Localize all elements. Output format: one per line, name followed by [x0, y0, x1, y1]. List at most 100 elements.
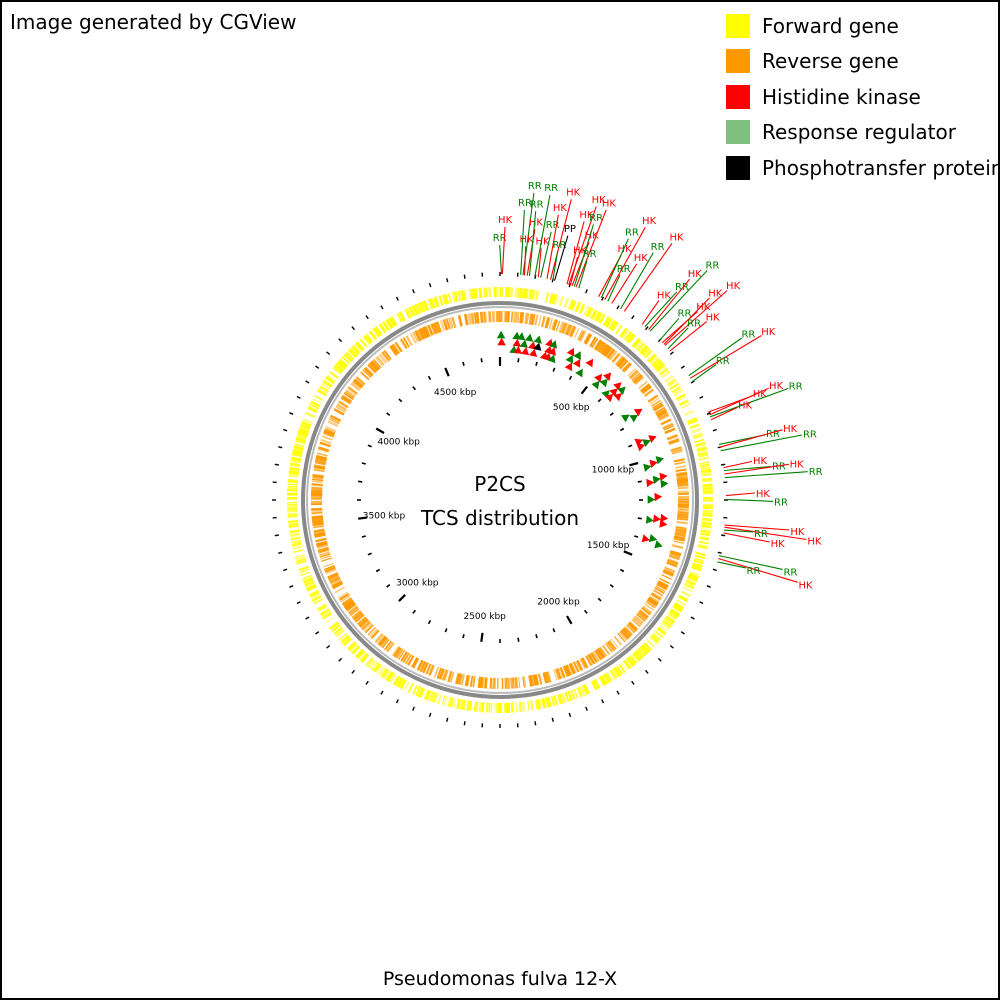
- rr-callout-line: [725, 498, 774, 502]
- rr-callout-line: [607, 274, 621, 302]
- rr-callout-line: [520, 209, 525, 275]
- outer-tick: [616, 305, 620, 310]
- axis-tick: [597, 597, 602, 602]
- rr-marker: [643, 463, 652, 472]
- legend-swatch-response-regulator: [726, 120, 750, 145]
- outer-tick: [721, 463, 726, 466]
- hk-callout-line: [611, 263, 638, 304]
- legend-swatch-forward-gene: [726, 13, 750, 38]
- hk-label: HK: [669, 233, 684, 244]
- rr-label: RR: [528, 181, 542, 192]
- rr-callout-line: [709, 387, 789, 418]
- hk-marker: [548, 347, 556, 356]
- outer-tick: [463, 274, 466, 279]
- hk-label: HK: [738, 401, 753, 412]
- hk-marker: [572, 359, 581, 368]
- rr-label: RR: [774, 498, 788, 509]
- hk-label: HK: [553, 203, 568, 214]
- hk-callout-line: [663, 297, 710, 345]
- rr-callout-line: [600, 238, 629, 299]
- axis-tick: [462, 634, 465, 639]
- rr-callout-line: [644, 291, 678, 327]
- outer-tick: [644, 326, 649, 331]
- rr-callout-line: [720, 434, 803, 452]
- hk-callout-line: [575, 209, 607, 288]
- pp-marker: [533, 342, 542, 351]
- hk-label: HK: [585, 230, 600, 241]
- rr-label: RR: [651, 242, 665, 253]
- hk-label: HK: [783, 424, 798, 435]
- rr-marker: [599, 378, 608, 388]
- hk-label: HK: [756, 489, 771, 500]
- axis-tick: [361, 535, 366, 538]
- hk-label: HK: [790, 527, 805, 538]
- gene-feature-rings: [286, 286, 714, 714]
- outer-tick: [601, 296, 605, 301]
- axis-tick: [597, 398, 602, 403]
- credit-text: Image generated by CGView: [10, 10, 297, 34]
- hk-label: HK: [790, 459, 805, 470]
- hk-callout-line: [669, 321, 708, 352]
- outer-tick: [289, 585, 294, 588]
- axis-tick: [552, 367, 556, 372]
- legend-label-response-regulator: Response regulator: [762, 120, 956, 145]
- hk-marker: [603, 372, 612, 381]
- hk-marker: [649, 459, 658, 468]
- hk-marker: [653, 514, 661, 523]
- hk-callout-line: [724, 463, 789, 475]
- center-title-line-2: TCS distribution: [420, 506, 579, 530]
- outer-tick: [282, 428, 288, 432]
- axis-tick: [629, 461, 639, 467]
- outer-tick: [690, 380, 695, 384]
- outer-tick: [631, 315, 635, 320]
- rr-callout-line: [718, 555, 783, 570]
- axis-tick: [412, 609, 417, 614]
- rr-callout-line: [534, 194, 551, 277]
- hk-label: HK: [592, 195, 607, 206]
- rr-marker: [547, 354, 556, 364]
- hk-marker: [641, 534, 650, 543]
- outer-tick: [289, 412, 294, 415]
- hk-callout-line: [501, 226, 506, 275]
- outer-tick: [326, 351, 331, 356]
- rr-callout-line: [667, 327, 689, 350]
- pp-callout-line: [553, 235, 569, 281]
- hk-marker: [613, 393, 622, 402]
- legend: Forward gene Reverse gene Histidine kina…: [726, 8, 1000, 186]
- outer-tick: [282, 568, 288, 572]
- outer-tick: [296, 395, 301, 399]
- rr-callout-line: [724, 471, 808, 479]
- hk-callout-line: [709, 387, 769, 416]
- axis-tick: [386, 412, 391, 417]
- axis-tick: [609, 583, 614, 588]
- hk-marker: [594, 373, 603, 383]
- outer-tick: [712, 428, 718, 432]
- rr-label: RR: [809, 467, 823, 478]
- axis-tick-label: 500 kbp: [553, 403, 590, 413]
- hk-callout-line: [719, 429, 783, 448]
- outer-tick: [699, 395, 704, 399]
- rr-callout-line: [692, 364, 717, 382]
- rr-label: RR: [518, 198, 532, 209]
- rr-callout-line: [499, 244, 503, 275]
- hk-label: HK: [519, 234, 534, 245]
- outer-tick: [296, 601, 301, 605]
- rr-label: RR: [493, 233, 507, 244]
- rr-label: RR: [546, 220, 560, 231]
- outer-tick: [585, 289, 588, 294]
- rr-label: RR: [789, 382, 803, 393]
- axis-tick: [367, 444, 372, 448]
- rr-label: RR: [625, 228, 639, 239]
- axis-tick: [517, 637, 520, 642]
- outer-tick: [690, 616, 695, 620]
- outer-tick: [305, 616, 310, 620]
- hk-callout-line: [723, 460, 753, 469]
- hk-label: HK: [618, 244, 633, 255]
- outer-tick: [463, 721, 466, 726]
- axis-tick: [637, 517, 642, 520]
- hk-callout-line: [604, 227, 646, 300]
- legend-label-phosphotransfer-protein: Phosphotransfer protein: [762, 155, 1000, 180]
- axis-tick: [480, 632, 484, 642]
